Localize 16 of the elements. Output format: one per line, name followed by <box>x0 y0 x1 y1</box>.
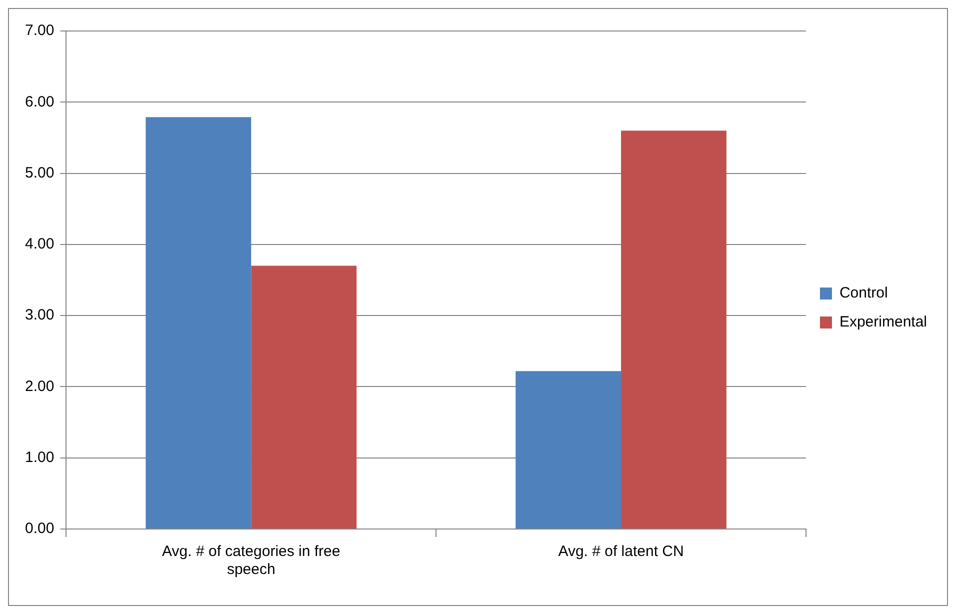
bar <box>621 130 726 528</box>
y-tick-label: 0.00 <box>24 520 54 538</box>
y-tick-label: 7.00 <box>24 22 54 40</box>
bar <box>251 266 357 528</box>
legend-label: Experimental <box>839 314 928 331</box>
y-tick-label: 2.00 <box>24 378 54 395</box>
y-tick-label: 4.00 <box>24 236 54 253</box>
bar <box>516 371 622 528</box>
bar <box>146 117 252 528</box>
x-tick-label: Avg. # of latent CN <box>558 543 684 560</box>
x-tick-label: Avg. # of categories in free speech <box>162 543 340 578</box>
y-tick-label: 3.00 <box>24 306 54 324</box>
y-tick-label: 5.00 <box>24 164 54 182</box>
y-tick-label: 1.00 <box>24 449 54 466</box>
legend-label: Control <box>839 284 888 302</box>
y-tick-label: 6.00 <box>24 93 54 110</box>
